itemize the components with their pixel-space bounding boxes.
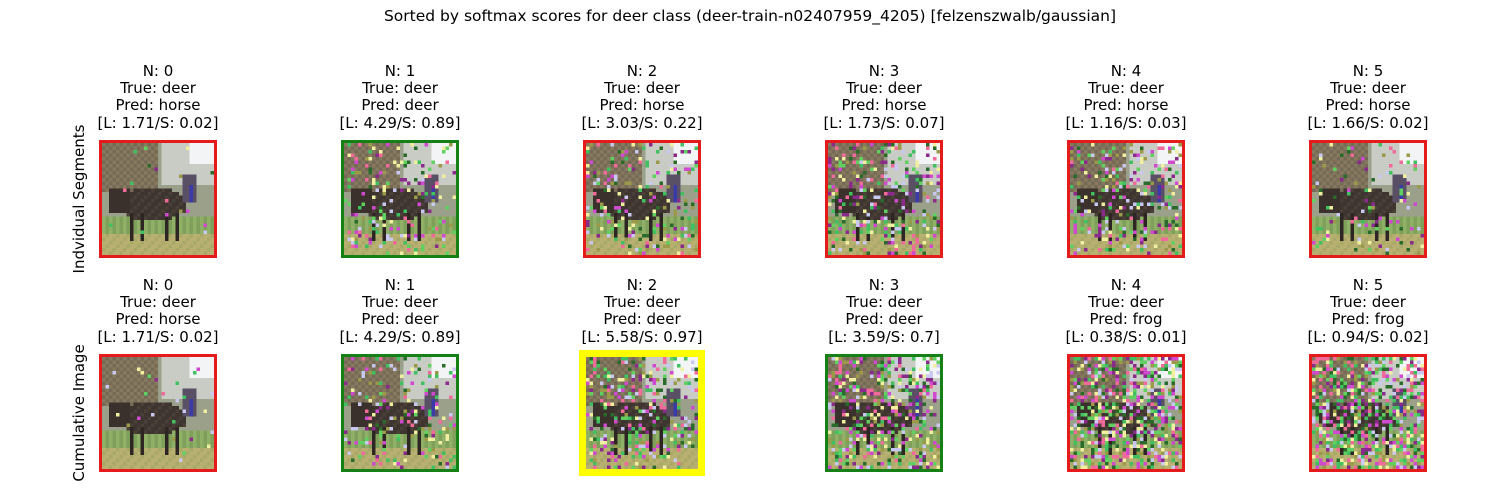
predicted-class-label: Pred: horse bbox=[115, 310, 201, 329]
segment-image bbox=[579, 350, 705, 476]
panel-index-label: N: 4 bbox=[1110, 276, 1142, 294]
true-class-label: True: deer bbox=[1330, 79, 1406, 98]
true-class-label: True: deer bbox=[1088, 79, 1164, 98]
score-label: [L: 0.38/S: 0.01] bbox=[1065, 327, 1187, 346]
score-label: [L: 1.71/S: 0.02] bbox=[97, 327, 219, 346]
segment-image bbox=[825, 354, 943, 472]
segment-image bbox=[1067, 354, 1185, 472]
true-class-label: True: deer bbox=[604, 79, 680, 98]
panel-index-label: N: 0 bbox=[142, 62, 174, 80]
predicted-class-label: Pred: horse bbox=[599, 96, 685, 115]
panel-index-label: N: 3 bbox=[868, 62, 900, 80]
predicted-class-label: Pred: deer bbox=[845, 310, 923, 329]
panel-index-label: N: 1 bbox=[384, 276, 416, 294]
segment-image bbox=[825, 140, 943, 258]
predicted-class-label: Pred: horse bbox=[1325, 96, 1411, 115]
score-label: [L: 3.03/S: 0.22] bbox=[581, 113, 703, 132]
predicted-class-label: Pred: horse bbox=[115, 96, 201, 115]
score-label: [L: 3.59/S: 0.7] bbox=[828, 327, 940, 346]
score-label: [L: 5.58/S: 0.97] bbox=[581, 327, 703, 346]
score-label: [L: 1.66/S: 0.02] bbox=[1307, 113, 1429, 132]
true-class-label: True: deer bbox=[846, 293, 922, 312]
segment-image bbox=[99, 354, 217, 472]
segment-image bbox=[1309, 140, 1427, 258]
panel-index-label: N: 2 bbox=[626, 62, 658, 80]
predicted-class-label: Pred: horse bbox=[1083, 96, 1169, 115]
row-label-cumulative: Cumulative Image bbox=[70, 344, 88, 482]
predicted-class-label: Pred: deer bbox=[361, 96, 439, 115]
true-class-label: True: deer bbox=[120, 293, 196, 312]
score-label: [L: 4.29/S: 0.89] bbox=[339, 327, 461, 346]
predicted-class-label: Pred: deer bbox=[603, 310, 681, 329]
predicted-class-label: Pred: deer bbox=[361, 310, 439, 329]
panel-index-label: N: 4 bbox=[1110, 62, 1142, 80]
segment-image bbox=[99, 140, 217, 258]
row-label-individual: Indvidual Segments bbox=[70, 124, 88, 274]
panel-index-label: N: 5 bbox=[1352, 276, 1384, 294]
panel-index-label: N: 1 bbox=[384, 62, 416, 80]
true-class-label: True: deer bbox=[362, 293, 438, 312]
predicted-class-label: Pred: frog bbox=[1089, 310, 1163, 329]
panel-index-label: N: 2 bbox=[626, 276, 658, 294]
segment-image bbox=[583, 140, 701, 258]
segment-image bbox=[341, 354, 459, 472]
segment-image bbox=[1309, 354, 1427, 472]
segment-image bbox=[341, 140, 459, 258]
true-class-label: True: deer bbox=[120, 79, 196, 98]
predicted-class-label: Pred: frog bbox=[1331, 310, 1405, 329]
score-label: [L: 1.16/S: 0.03] bbox=[1065, 113, 1187, 132]
segment-image bbox=[1067, 140, 1185, 258]
figure-title: Sorted by softmax scores for deer class … bbox=[383, 7, 1117, 25]
score-label: [L: 0.94/S: 0.02] bbox=[1307, 327, 1429, 346]
panel-index-label: N: 0 bbox=[142, 276, 174, 294]
panel-index-label: N: 3 bbox=[868, 276, 900, 294]
true-class-label: True: deer bbox=[846, 79, 922, 98]
predicted-class-label: Pred: horse bbox=[841, 96, 927, 115]
true-class-label: True: deer bbox=[1330, 293, 1406, 312]
true-class-label: True: deer bbox=[362, 79, 438, 98]
score-label: [L: 4.29/S: 0.89] bbox=[339, 113, 461, 132]
score-label: [L: 1.71/S: 0.02] bbox=[97, 113, 219, 132]
true-class-label: True: deer bbox=[604, 293, 680, 312]
score-label: [L: 1.73/S: 0.07] bbox=[823, 113, 945, 132]
true-class-label: True: deer bbox=[1088, 293, 1164, 312]
panel-index-label: N: 5 bbox=[1352, 62, 1384, 80]
